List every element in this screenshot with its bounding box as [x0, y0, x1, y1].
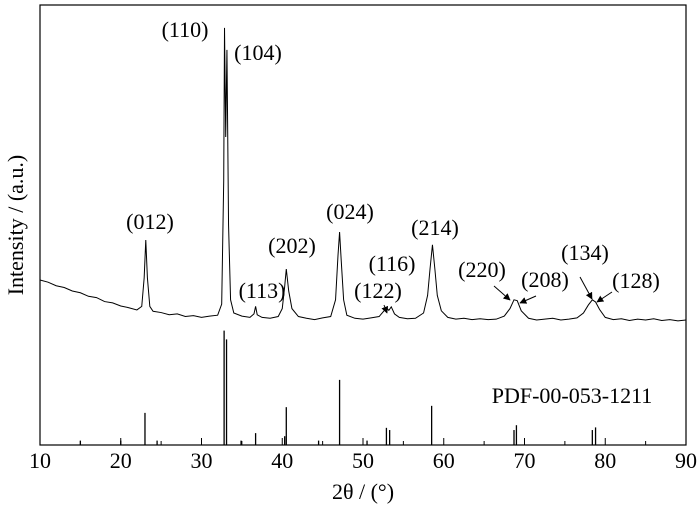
x-tick-label: 90: [675, 448, 697, 473]
x-tick-label: 70: [514, 448, 536, 473]
peak-label: (024): [326, 199, 374, 224]
reference-label: PDF-00-053-1211: [492, 383, 653, 408]
peak-label: (012): [126, 209, 174, 234]
peak-label: (134): [561, 240, 609, 265]
peak-label: (220): [458, 257, 506, 282]
annotation-arrow: [493, 285, 511, 301]
x-tick-label: 20: [110, 448, 132, 473]
annotation-arrow: [519, 295, 537, 304]
annotation-arrow: [579, 276, 593, 300]
peak-label: (116): [369, 251, 416, 276]
x-tick-label: 80: [594, 448, 616, 473]
x-tick-label: 10: [29, 448, 51, 473]
x-tick-label: 50: [352, 448, 374, 473]
x-tick-label: 40: [271, 448, 293, 473]
x-tick-label: 30: [191, 448, 213, 473]
y-axis-label: Intensity / (a.u.): [3, 155, 28, 296]
annotation-arrow: [596, 291, 613, 303]
x-tick-label: 60: [433, 448, 455, 473]
peak-label: (122): [354, 278, 402, 303]
peak-label: (208): [521, 267, 569, 292]
peak-label: (202): [268, 233, 316, 258]
x-axis-label: 2θ / (°): [332, 479, 394, 504]
peak-label: (104): [234, 40, 282, 65]
peak-label: (214): [411, 215, 459, 240]
peak-label: (113): [239, 278, 286, 303]
xrd-pattern: [39, 27, 687, 322]
peak-label: (128): [612, 268, 660, 293]
peak-label: (110): [162, 17, 209, 42]
annotation-arrow: [381, 304, 389, 314]
